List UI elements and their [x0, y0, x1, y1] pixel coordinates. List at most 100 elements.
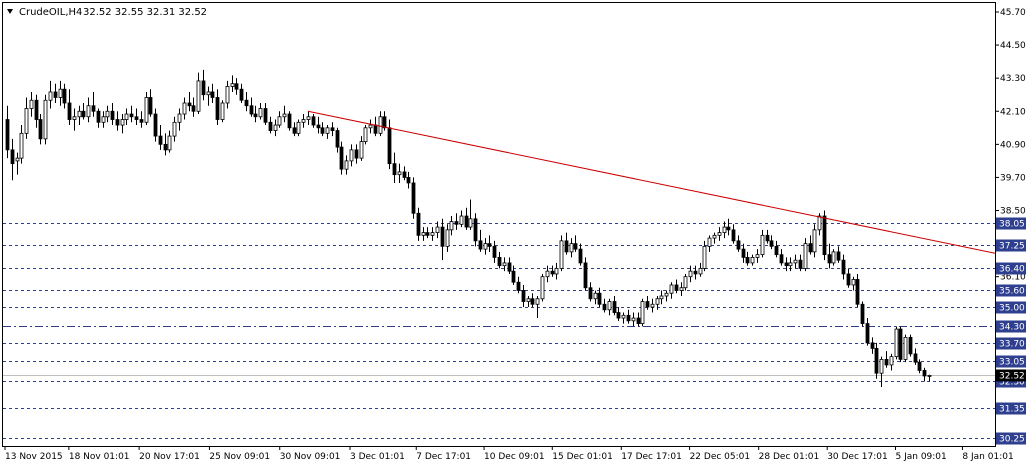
candle-body-bull [650, 303, 655, 308]
candle-body-bear [406, 177, 411, 184]
ohlc-readout: 32.52 32.55 32.31 32.52 [83, 7, 207, 18]
candle-body-bear [578, 248, 583, 264]
candle-body-bear [497, 256, 502, 267]
candle-body-bear [392, 163, 397, 176]
candle-body-bull [526, 298, 531, 302]
candle-body-bear [530, 298, 535, 305]
candle-body-bull [225, 86, 230, 104]
level-badge-label: 32.30 [999, 378, 1025, 388]
candle-body-bear [5, 119, 10, 151]
candle-body-bear [798, 259, 803, 269]
candle-body-bull [631, 317, 636, 322]
candle-body-bear [645, 301, 650, 308]
candle-body-bull [502, 262, 507, 267]
level-badge [996, 217, 1026, 230]
candle-body-bear [215, 97, 220, 120]
candle-body-bear [354, 149, 359, 159]
candle-body-bear [492, 245, 497, 258]
candle-body-bear [583, 262, 588, 289]
time-tick-label: 25 Nov 09:01 [209, 452, 270, 462]
time-tick-label: 10 Dec 09:01 [484, 452, 545, 462]
candle-body-bear [249, 105, 254, 115]
candle-body-bear [316, 124, 321, 129]
candle-body-bear [134, 116, 139, 120]
candle-body-bear [91, 105, 96, 112]
level-badge-label: 30.25 [999, 435, 1025, 445]
candle-body-bull [545, 270, 550, 278]
candle-body-bull [659, 295, 664, 300]
candle-body-bear [736, 240, 741, 250]
level-badge-label: 33.05 [999, 358, 1025, 368]
trendline [307, 110, 996, 254]
candle-body-bear [774, 245, 779, 256]
candle-body-bear [516, 281, 521, 291]
price-tick-label: 39.70 [1000, 173, 1026, 183]
candle-body-bull [172, 121, 177, 137]
candle-body-bear [597, 292, 602, 305]
level-badge [996, 284, 1026, 297]
candle-body-bull [206, 91, 211, 96]
candle-body-bear [387, 127, 392, 165]
level-badge [996, 337, 1026, 350]
candle-body-bear [612, 301, 617, 313]
candle-body-bear [440, 226, 445, 247]
candle-body-bear [616, 312, 621, 319]
candle-body-bear [330, 127, 335, 131]
candle-body-bear [115, 119, 120, 126]
candle-body-bull [182, 102, 187, 115]
candle-body-bull [24, 108, 29, 134]
candle-body-bear [416, 212, 421, 236]
candle-body-bear [34, 99, 39, 120]
candle-body-bull [655, 298, 660, 305]
level-badge [996, 301, 1026, 314]
candle-body-bear [841, 259, 846, 275]
time-tick-label: 3 Dec 01:01 [350, 452, 405, 462]
candle-body-bull [468, 218, 473, 228]
drawing-objects [307, 110, 996, 254]
candle-body-bull [19, 132, 24, 159]
candle-body-bull [760, 234, 765, 256]
candle-body-bear [373, 124, 378, 134]
candles [5, 69, 932, 387]
candle-body-bear [239, 88, 244, 101]
candle-body-bear [865, 323, 870, 344]
candle-body-bull [421, 232, 426, 236]
level-badge [996, 262, 1026, 275]
candle-body-bull [368, 124, 373, 129]
candle-body-bear [38, 119, 43, 140]
time-tick-label: 30 Nov 09:01 [280, 452, 341, 462]
candle-body-bull [277, 116, 282, 126]
candle-body-bear [674, 284, 679, 291]
candle-body-bear [511, 270, 516, 283]
candle-body-bull [301, 119, 306, 123]
triangle-down-icon[interactable] [7, 9, 13, 14]
candle-body-bull [196, 80, 201, 112]
candle-body-bull [903, 336, 908, 360]
candle-body-bear [201, 80, 206, 96]
candle-body-bear [320, 127, 325, 134]
candle-body-bull [688, 270, 693, 278]
candle-body-bull [712, 234, 717, 239]
price-axis: 45.70 44.50 43.30 42.10 40.90 39.70 38.50 36.10… [996, 8, 1026, 445]
level-badge [996, 239, 1026, 252]
candle-body-bull [593, 292, 598, 300]
time-tick-label: 28 Dec 01:01 [759, 452, 820, 462]
candle-body-bear [765, 234, 770, 242]
candle-body-bear [487, 243, 492, 247]
candle-body-bull [273, 124, 278, 131]
level-badge [996, 432, 1026, 445]
candle-body-bull [669, 284, 674, 294]
time-tick-label: 15 Dec 01:01 [552, 452, 613, 462]
candle-body-bear [110, 110, 115, 120]
candle-body-bear [67, 102, 72, 120]
candle-body-bull [707, 237, 712, 247]
candle-body-bear [335, 130, 340, 148]
candle-body-bear [726, 226, 731, 231]
candle-body-bull [683, 276, 688, 289]
candle-body-bull [397, 171, 402, 176]
candle-body-bear [311, 116, 316, 126]
candle-body-bull [306, 116, 311, 120]
